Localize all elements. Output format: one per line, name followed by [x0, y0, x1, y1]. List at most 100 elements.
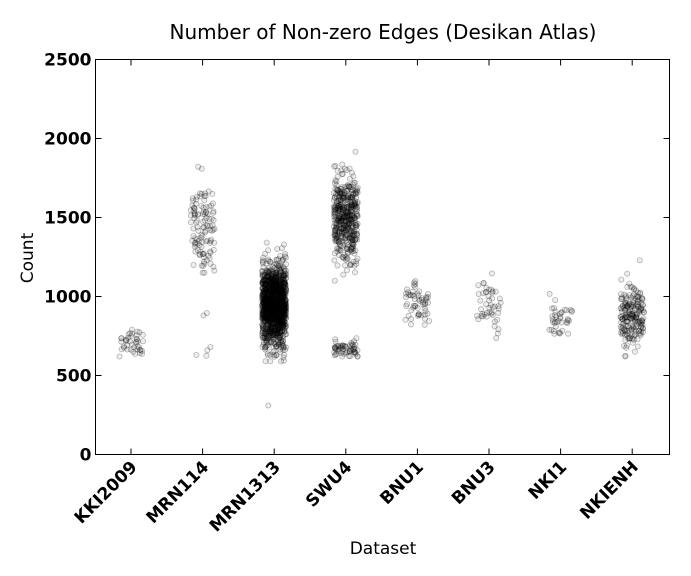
data-point-mrn1313: [278, 336, 285, 343]
data-point-mrn1313: [267, 314, 274, 321]
data-point-mrn114: [194, 247, 201, 254]
data-point-mrn1313: [278, 269, 285, 276]
data-point-kki2009: [127, 346, 134, 353]
data-point-mrn1313: [282, 270, 289, 277]
data-point-mrn1313: [274, 322, 281, 329]
data-point-mrn1313: [265, 304, 272, 311]
data-point-mrn114: [206, 254, 213, 261]
data-point-mrn1313: [271, 299, 278, 306]
data-point-mrn1313: [270, 289, 277, 296]
data-point-mrn1313: [282, 289, 289, 296]
data-point-mrn1313: [272, 343, 279, 350]
data-point-mrn1313: [266, 294, 273, 301]
data-point-mrn114: [209, 222, 216, 229]
data-point-mrn1313: [259, 290, 266, 297]
data-point-mrn114: [195, 227, 202, 234]
data-point-mrn1313: [280, 263, 287, 270]
data-point-mrn1313: [268, 290, 275, 297]
data-point-mrn1313: [266, 285, 273, 292]
data-point-mrn1313: [282, 281, 289, 288]
data-point-mrn1313: [276, 329, 283, 336]
data-point-mrn1313: [280, 313, 287, 320]
data-point-mrn1313: [260, 277, 267, 284]
data-point-mrn1313: [281, 272, 288, 279]
data-point-mrn1313: [271, 276, 278, 283]
data-point-mrn1313: [264, 305, 271, 312]
data-point-mrn1313: [270, 276, 277, 283]
data-point-mrn1313: [265, 352, 272, 359]
data-point-mrn1313: [280, 301, 287, 308]
data-point-swu4: [352, 236, 359, 243]
data-point-bnu1: [421, 321, 428, 328]
data-point-mrn1313: [270, 287, 277, 294]
data-point-mrn1313: [259, 278, 266, 285]
data-point-mrn1313: [266, 286, 273, 293]
data-point-mrn1313: [268, 330, 275, 337]
data-point-mrn114: [204, 347, 211, 354]
data-point-mrn1313: [280, 319, 287, 326]
data-point-mrn1313: [262, 328, 269, 335]
data-point-mrn1313: [269, 319, 276, 326]
data-point-mrn1313: [262, 344, 269, 351]
data-point-mrn1313: [262, 295, 269, 302]
data-point-swu4: [330, 204, 337, 211]
data-point-mrn1313: [276, 312, 283, 319]
data-point-mrn114: [191, 212, 198, 219]
data-point-mrn1313: [274, 320, 281, 327]
data-point-mrn1313: [269, 298, 276, 305]
data-point-mrn1313: [281, 316, 288, 323]
data-point-mrn1313: [279, 292, 286, 299]
data-point-mrn114: [198, 165, 205, 172]
data-point-mrn1313: [270, 307, 277, 314]
data-point-mrn1313: [269, 310, 276, 317]
data-point-mrn1313: [262, 302, 269, 309]
data-point-mrn1313: [272, 300, 279, 307]
data-point-mrn1313: [282, 282, 289, 289]
data-point-mrn1313: [264, 316, 271, 323]
data-point-mrn1313: [272, 274, 279, 281]
data-point-mrn1313: [263, 281, 270, 288]
data-point-mrn1313: [274, 293, 281, 300]
data-point-mrn1313: [272, 303, 279, 310]
data-point-mrn1313: [276, 305, 283, 312]
data-point-mrn1313: [280, 307, 287, 314]
data-point-nkienh: [631, 348, 638, 355]
data-point-mrn114: [200, 262, 207, 269]
data-point-mrn1313: [270, 306, 277, 313]
data-point-mrn1313: [262, 315, 269, 322]
data-point-mrn1313: [277, 333, 284, 340]
data-point-mrn1313: [277, 286, 284, 293]
data-point-mrn1313: [268, 317, 275, 324]
data-point-mrn1313: [264, 319, 271, 326]
data-point-mrn114: [190, 261, 197, 268]
data-point-kki2009: [132, 350, 139, 357]
data-point-mrn1313: [280, 283, 287, 290]
data-point-mrn114: [209, 200, 216, 207]
data-point-mrn1313: [274, 283, 281, 290]
data-point-mrn1313: [270, 334, 277, 341]
data-point-mrn1313: [260, 325, 267, 332]
data-point-mrn1313: [271, 314, 278, 321]
data-point-mrn1313: [263, 313, 270, 320]
data-point-mrn1313: [272, 301, 279, 308]
data-point-kki2009: [118, 338, 125, 345]
data-point-mrn1313: [282, 324, 289, 331]
x-tick-label-bnu3: BNU3: [448, 457, 499, 508]
data-point-mrn1313: [275, 341, 282, 348]
data-point-swu4: [339, 348, 346, 355]
data-point-mrn1313: [274, 290, 281, 297]
data-point-mrn1313: [280, 306, 287, 313]
data-point-mrn114: [205, 252, 212, 259]
data-point-mrn1313: [270, 310, 277, 317]
data-point-mrn1313: [261, 330, 268, 337]
data-point-mrn1313: [266, 282, 273, 289]
data-point-mrn1313: [279, 321, 286, 328]
data-point-kki2009: [134, 343, 141, 350]
data-point-mrn1313: [262, 303, 269, 310]
data-point-mrn1313: [264, 301, 271, 308]
data-point-mrn1313: [266, 268, 273, 275]
data-point-mrn1313: [280, 272, 287, 279]
data-point-mrn1313: [271, 314, 278, 321]
data-point-mrn1313: [275, 263, 282, 270]
